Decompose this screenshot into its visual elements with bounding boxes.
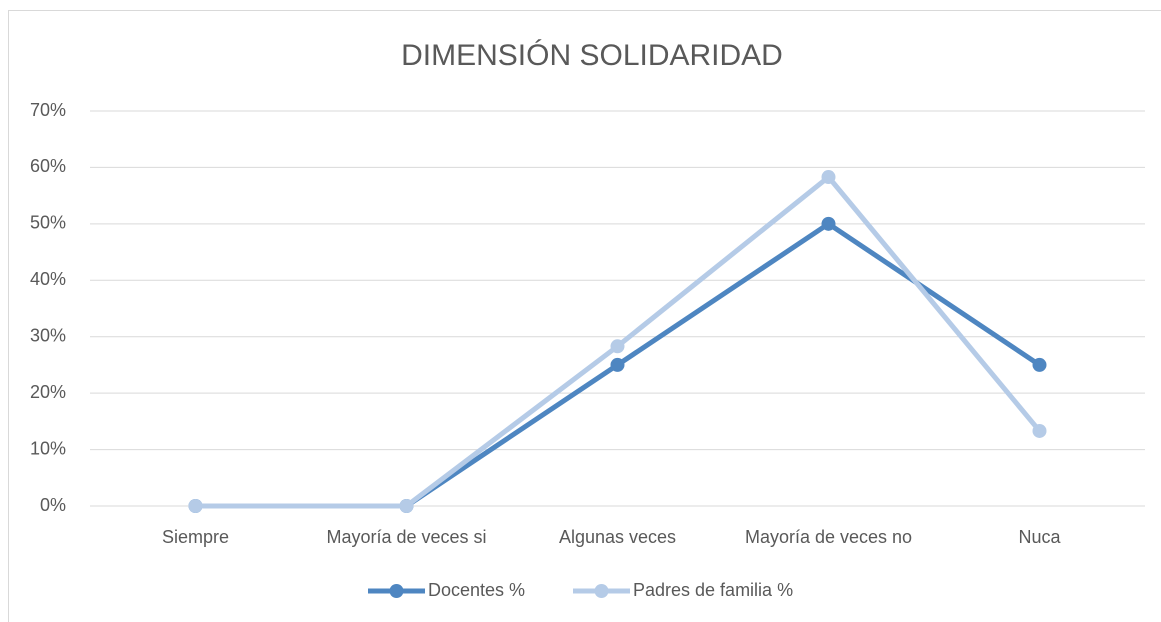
- y-tick-label: 50%: [30, 213, 66, 233]
- legend-label: Padres de familia %: [633, 580, 793, 600]
- series-marker: [821, 170, 836, 185]
- series-marker: [610, 339, 625, 354]
- x-tick-label: Mayoría de veces si: [326, 527, 486, 547]
- series-marker: [821, 216, 836, 231]
- legend-label: Docentes %: [428, 580, 525, 600]
- y-tick-label: 30%: [30, 325, 66, 345]
- x-tick-label: Siempre: [162, 527, 229, 547]
- series-marker: [1032, 357, 1047, 372]
- x-tick-label: Mayoría de veces no: [745, 527, 912, 547]
- y-tick-label: 0%: [40, 495, 66, 515]
- y-tick-label: 40%: [30, 269, 66, 289]
- series-marker: [610, 357, 625, 372]
- y-tick-label: 60%: [30, 156, 66, 176]
- x-tick-label: Nuca: [1018, 527, 1061, 547]
- legend-marker: [594, 584, 609, 598]
- x-tick-label: Algunas veces: [559, 527, 676, 547]
- legend-marker: [389, 584, 404, 598]
- chart-title: DIMENSIÓN SOLIDARIDAD: [401, 39, 783, 72]
- series-marker: [188, 499, 203, 513]
- series-marker: [1032, 423, 1047, 438]
- series-marker: [399, 499, 414, 513]
- y-tick-label: 20%: [30, 382, 66, 402]
- y-tick-label: 70%: [30, 100, 66, 120]
- y-tick-label: 10%: [30, 438, 66, 458]
